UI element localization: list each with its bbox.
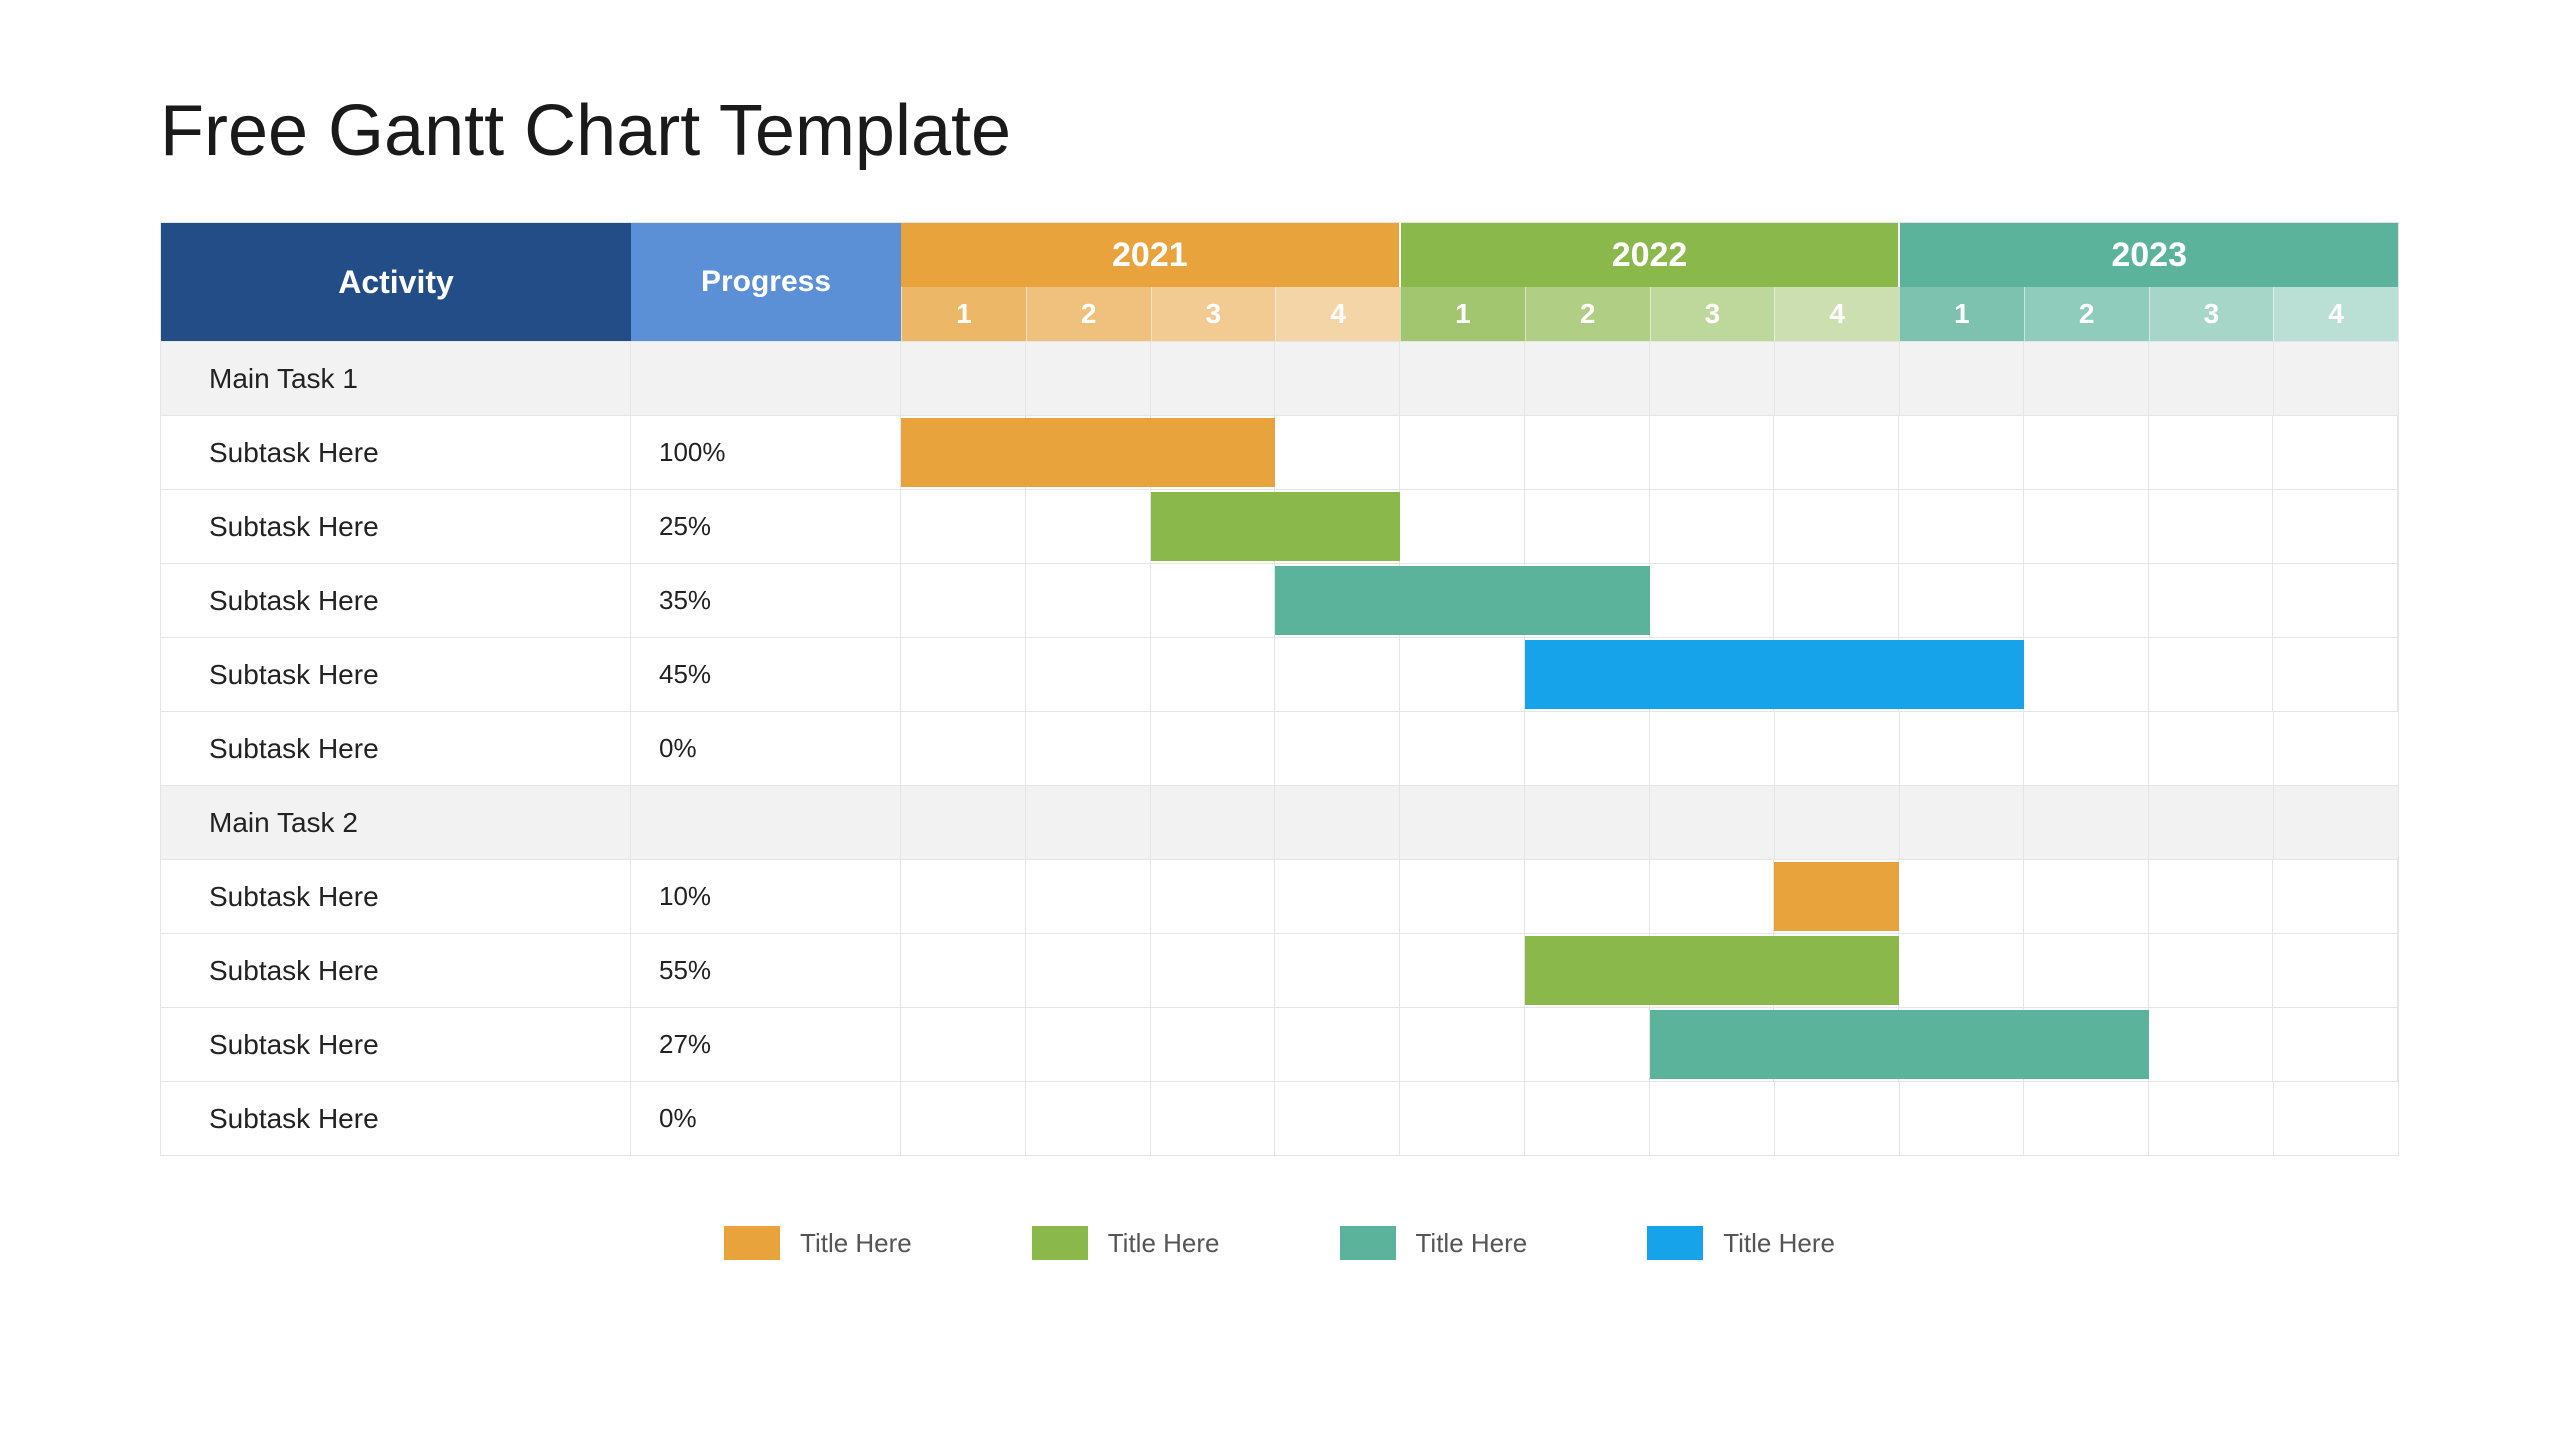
- gantt-bar: [1151, 492, 1401, 561]
- legend-item: Title Here: [724, 1226, 912, 1260]
- gantt-header-row-1: Activity Progress 202120222023: [161, 223, 2398, 287]
- gantt-chart: Activity Progress 202120222023 123412341…: [160, 222, 2399, 1156]
- header-quarter: 3: [1151, 287, 1276, 341]
- gantt-sub-row: Subtask Here100%: [161, 415, 2398, 489]
- legend: Title Here Title Here Title Here Title Here: [160, 1226, 2399, 1260]
- legend-label: Title Here: [800, 1228, 912, 1259]
- gantt-sub-row: Subtask Here0%: [161, 711, 2398, 785]
- header-quarter: 2: [1026, 287, 1151, 341]
- gantt-main-row: Main Task 2: [161, 785, 2398, 859]
- cell-timeline: [901, 934, 2398, 1007]
- header-quarter: 1: [901, 287, 1026, 341]
- cell-progress: 25%: [631, 490, 901, 563]
- cell-activity: Subtask Here: [161, 712, 631, 785]
- legend-label: Title Here: [1723, 1228, 1835, 1259]
- cell-activity: Subtask Here: [161, 1008, 631, 1081]
- cell-timeline: [901, 342, 2398, 415]
- cell-timeline: [901, 490, 2398, 563]
- cell-timeline: [901, 638, 2398, 711]
- legend-label: Title Here: [1108, 1228, 1220, 1259]
- legend-swatch: [1032, 1226, 1088, 1260]
- header-year: 2021: [901, 223, 1399, 287]
- cell-activity: Subtask Here: [161, 564, 631, 637]
- legend-item: Title Here: [1032, 1226, 1220, 1260]
- header-quarter: 1: [1899, 287, 2024, 341]
- gantt-sub-row: Subtask Here27%: [161, 1007, 2398, 1081]
- cell-activity: Subtask Here: [161, 1082, 631, 1155]
- cell-activity: Subtask Here: [161, 934, 631, 1007]
- header-quarter: 4: [1774, 287, 1899, 341]
- header-quarter: 3: [2149, 287, 2274, 341]
- cell-progress: 10%: [631, 860, 901, 933]
- gantt-sub-row: Subtask Here0%: [161, 1081, 2398, 1155]
- cell-timeline: [901, 1082, 2398, 1155]
- cell-progress: 45%: [631, 638, 901, 711]
- cell-activity: Main Task 1: [161, 342, 631, 415]
- header-year: 2023: [1898, 223, 2398, 287]
- cell-timeline: [901, 564, 2398, 637]
- cell-progress: 0%: [631, 712, 901, 785]
- header-quarter: 4: [1275, 287, 1400, 341]
- gantt-sub-row: Subtask Here10%: [161, 859, 2398, 933]
- cell-progress: 100%: [631, 416, 901, 489]
- page-title: Free Gantt Chart Template: [160, 90, 2399, 172]
- gantt-bar: [1275, 566, 1649, 635]
- header-quarter: 2: [2024, 287, 2149, 341]
- header-year: 2022: [1399, 223, 1899, 287]
- cell-timeline: [901, 1008, 2398, 1081]
- gantt-sub-row: Subtask Here25%: [161, 489, 2398, 563]
- cell-progress: 27%: [631, 1008, 901, 1081]
- gantt-header-row-2: 123412341234: [161, 287, 2398, 341]
- legend-label: Title Here: [1416, 1228, 1528, 1259]
- cell-activity: Subtask Here: [161, 490, 631, 563]
- header-quarter: 2: [1525, 287, 1650, 341]
- legend-item: Title Here: [1647, 1226, 1835, 1260]
- gantt-main-row: Main Task 1: [161, 341, 2398, 415]
- cell-progress: 35%: [631, 564, 901, 637]
- cell-timeline: [901, 786, 2398, 859]
- cell-progress: 0%: [631, 1082, 901, 1155]
- gantt-bar: [1525, 936, 1899, 1005]
- gantt-bar: [1650, 1010, 2149, 1079]
- header-quarter: 4: [2273, 287, 2398, 341]
- gantt-sub-row: Subtask Here55%: [161, 933, 2398, 1007]
- cell-activity: Main Task 2: [161, 786, 631, 859]
- gantt-sub-row: Subtask Here35%: [161, 563, 2398, 637]
- header-quarter: 3: [1650, 287, 1775, 341]
- cell-progress: [631, 342, 901, 415]
- cell-activity: Subtask Here: [161, 860, 631, 933]
- header-quarter: 1: [1400, 287, 1525, 341]
- cell-progress: 55%: [631, 934, 901, 1007]
- cell-activity: Subtask Here: [161, 638, 631, 711]
- cell-timeline: [901, 416, 2398, 489]
- cell-progress: [631, 786, 901, 859]
- legend-swatch: [1340, 1226, 1396, 1260]
- gantt-bar: [1774, 862, 1899, 931]
- legend-item: Title Here: [1340, 1226, 1528, 1260]
- legend-swatch: [1647, 1226, 1703, 1260]
- gantt-bar: [1525, 640, 2024, 709]
- gantt-bar: [901, 418, 1275, 487]
- cell-timeline: [901, 860, 2398, 933]
- gantt-sub-row: Subtask Here45%: [161, 637, 2398, 711]
- cell-activity: Subtask Here: [161, 416, 631, 489]
- legend-swatch: [724, 1226, 780, 1260]
- cell-timeline: [901, 712, 2398, 785]
